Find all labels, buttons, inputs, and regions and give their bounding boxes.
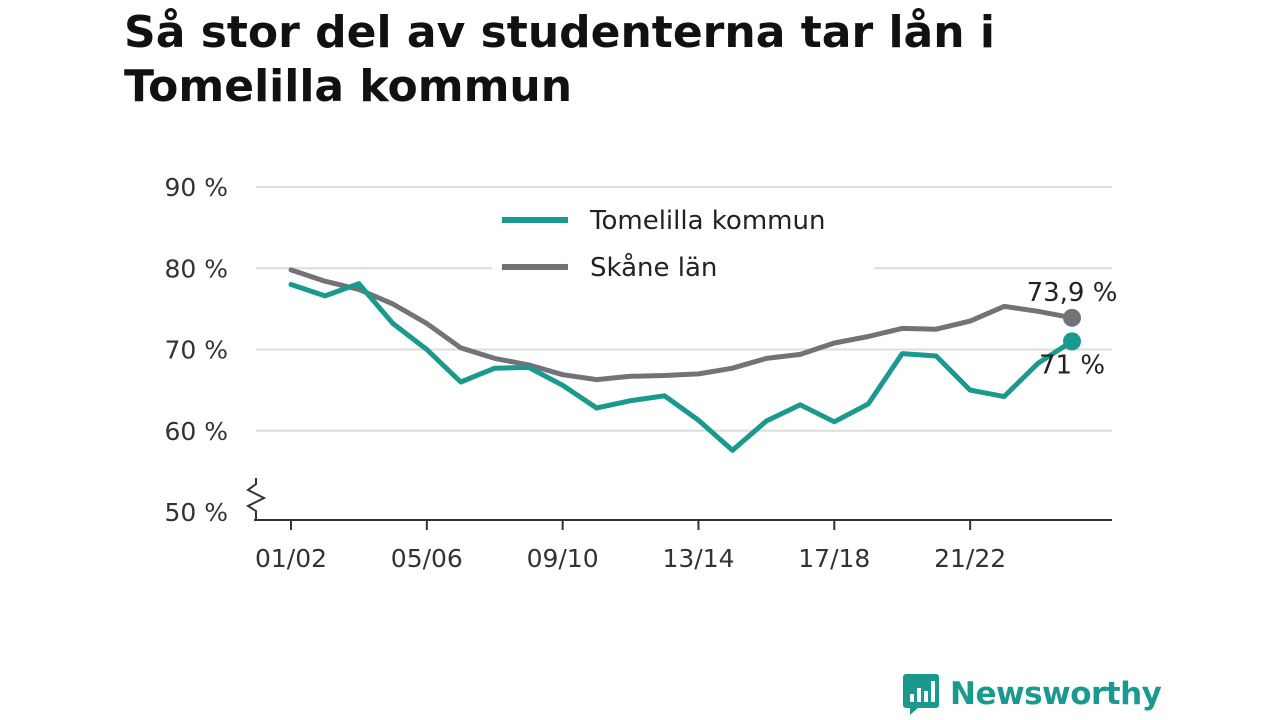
x-tick-label: 09/10: [527, 544, 599, 573]
legend-background: [492, 196, 874, 288]
series-line-skane: [288, 267, 1075, 383]
y-axis: 50 % 60 % 70 % 80 % 90 %: [164, 173, 267, 527]
end-point-tomelilla: [1063, 332, 1081, 351]
x-tick-label: 21/22: [934, 544, 1006, 573]
y-tick-label: 80 %: [164, 254, 228, 283]
x-tick-label: 01/02: [255, 544, 327, 573]
x-tick-label: 05/06: [391, 544, 463, 573]
legend: Tomelilla kommun Skåne län: [492, 196, 874, 288]
series-line-tomelilla: [288, 281, 1075, 453]
axis-break-icon: [245, 478, 267, 520]
y-tick-label: 90 %: [164, 173, 228, 202]
end-label-skane: 73,9 %: [1027, 278, 1118, 308]
line-chart: 50 % 60 % 70 % 80 % 90 % 01/02 05/06 09/10 13/1…: [164, 173, 1118, 573]
bar-chart-speech-bubble-icon: [903, 674, 939, 715]
end-label-tomelilla: 71 %: [1039, 350, 1105, 380]
y-tick-label: 70 %: [164, 336, 228, 365]
x-tick-label: 13/14: [662, 544, 734, 573]
legend-label: Tomelilla kommun: [589, 206, 825, 236]
y-tick-label: 50 %: [164, 498, 228, 527]
brand-name: Newsworthy: [950, 676, 1162, 712]
x-axis: 01/02 05/06 09/10 13/14 17/18 21/22: [254, 519, 1112, 573]
series-lines: [288, 267, 1081, 453]
chart-title: Så stor del av studenterna tar lån i Tom…: [124, 7, 995, 112]
y-tick-label: 60 %: [164, 417, 228, 446]
newsworthy-logo: Newsworthy: [902, 670, 1162, 718]
end-point-skane: [1063, 308, 1081, 327]
legend-label: Skåne län: [590, 252, 717, 283]
end-labels: 73,9 % 71 %: [1027, 278, 1118, 381]
x-tick-label: 17/18: [798, 544, 870, 573]
